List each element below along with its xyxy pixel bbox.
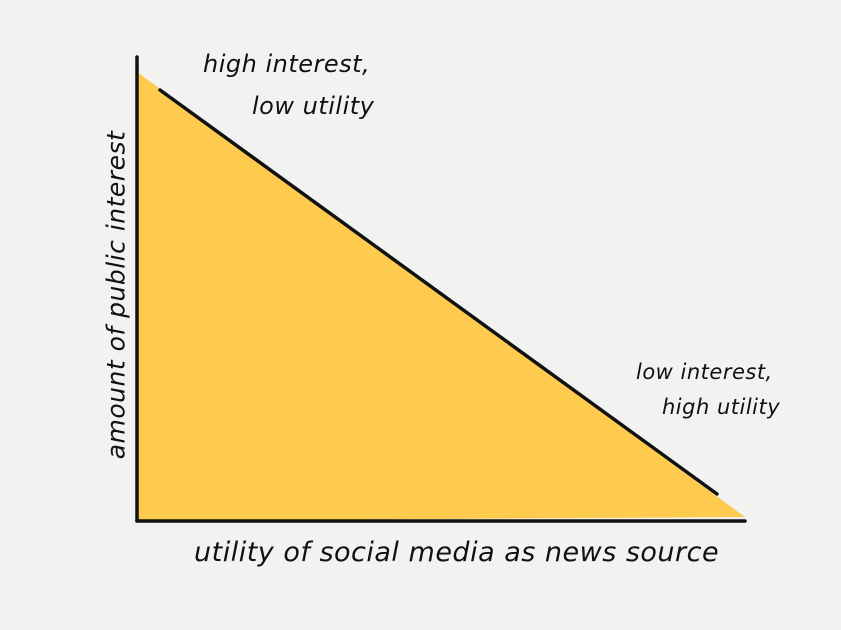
x-axis-label: utility of social media as news source xyxy=(194,537,720,568)
annotation-bottom-right-line1: low interest, xyxy=(636,360,773,384)
annotation-bottom-right-line2: high utility xyxy=(662,395,781,419)
annotation-top-left-line1: high interest, xyxy=(203,50,371,78)
annotation-top-left-line2: low utility xyxy=(252,92,375,120)
diagonal-line xyxy=(158,88,719,496)
y-axis-label: amount of public interest xyxy=(101,130,131,460)
